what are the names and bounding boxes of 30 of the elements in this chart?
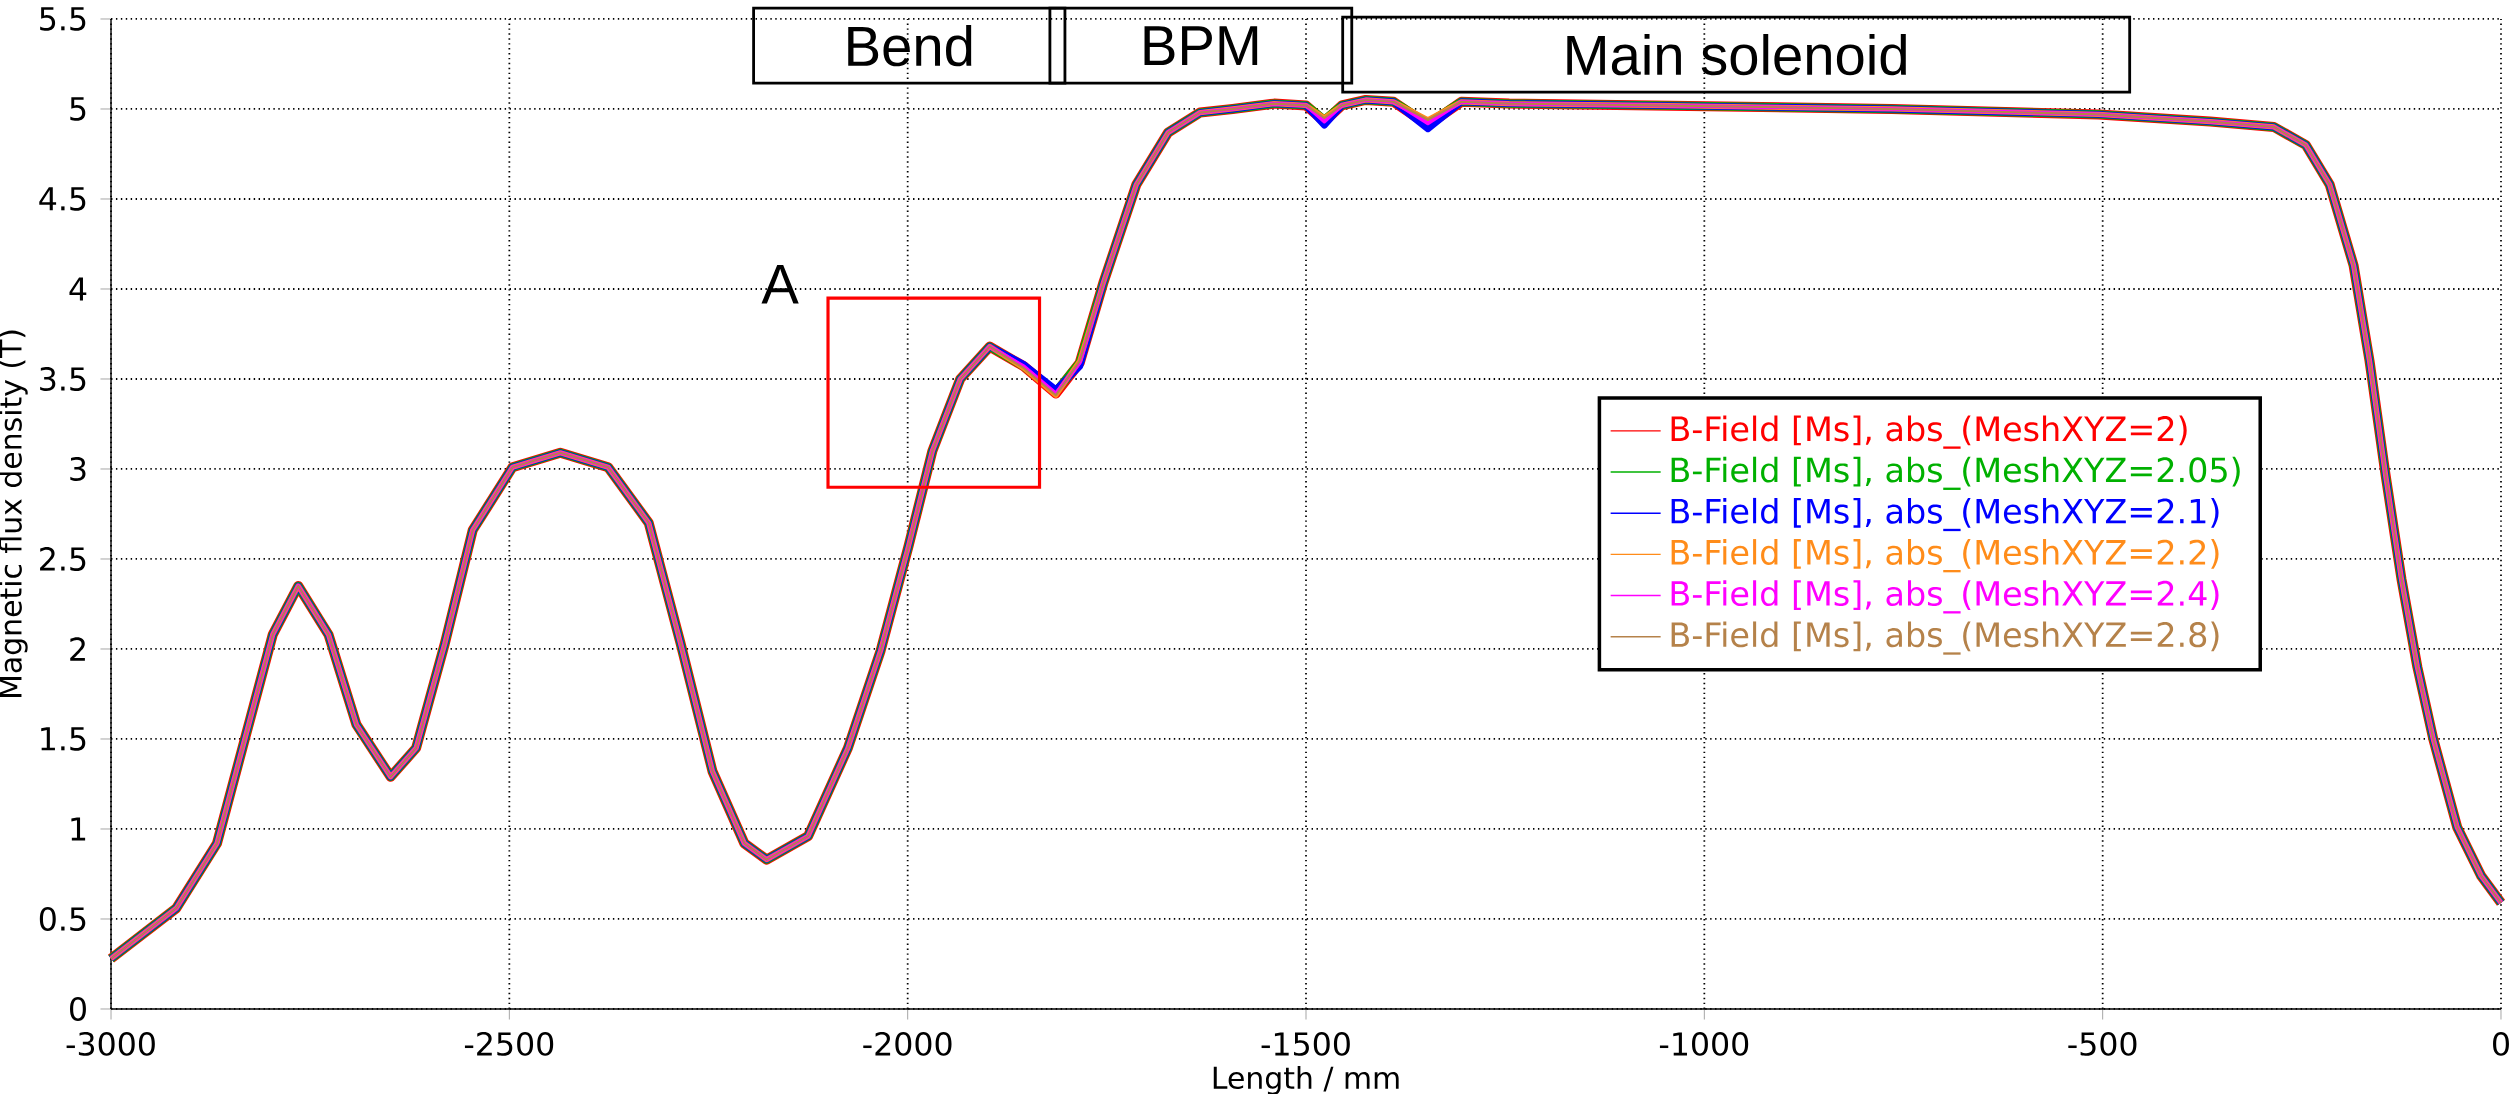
y-tick-label: 5.5 [40,7,86,31]
y-tick-label: 3.5 [40,367,86,391]
x-tick-label: -1000 [1659,1031,1749,1056]
annotation: Main solenoid [1567,33,1906,76]
legend-label: B-Field [Ms], abs_(MeshXYZ=2) [1671,415,2187,449]
legend-label: B-Field [Ms], abs_(MeshXYZ=2.2) [1671,539,2219,573]
annotation: Bend [848,25,972,67]
y-tick-label: 2.5 [40,547,86,571]
legend-label: B-Field [Ms], abs_(MeshXYZ=2.8) [1671,621,2219,655]
x-tick-label: -500 [2068,1031,2137,1056]
y-tick-label: 1 [71,817,86,841]
y-tick-label: 0.5 [39,907,86,931]
x-tick-label: -1500 [1261,1031,1350,1056]
y-tick-label: 2 [70,637,85,661]
legend-label: B-Field [Ms], abs_(MeshXYZ=2.1) [1671,497,2219,532]
y-tick-label: 0 [70,997,86,1021]
y-tick-label: 1.5 [41,727,86,751]
y-tick-label: 4.5 [39,187,86,211]
annotation: BPM [1144,26,1258,66]
x-tick-label: -2000 [863,1031,952,1056]
y-tick-label: 4 [69,277,87,301]
annotation: A [761,264,799,304]
x-axis-title: Length / mm [1213,1065,1399,1094]
y-tick-label: 5 [70,97,86,121]
x-tick-label: -2500 [464,1031,554,1056]
x-tick-label: -3000 [66,1031,155,1056]
legend-label: B-Field [Ms], abs_(MeshXYZ=2.05) [1671,456,2240,490]
y-tick-label: 3 [70,457,86,481]
x-tick-label: 0 [2493,1031,2509,1056]
legend-label: B-Field [Ms], abs_(MeshXYZ=2.4) [1671,580,2219,614]
